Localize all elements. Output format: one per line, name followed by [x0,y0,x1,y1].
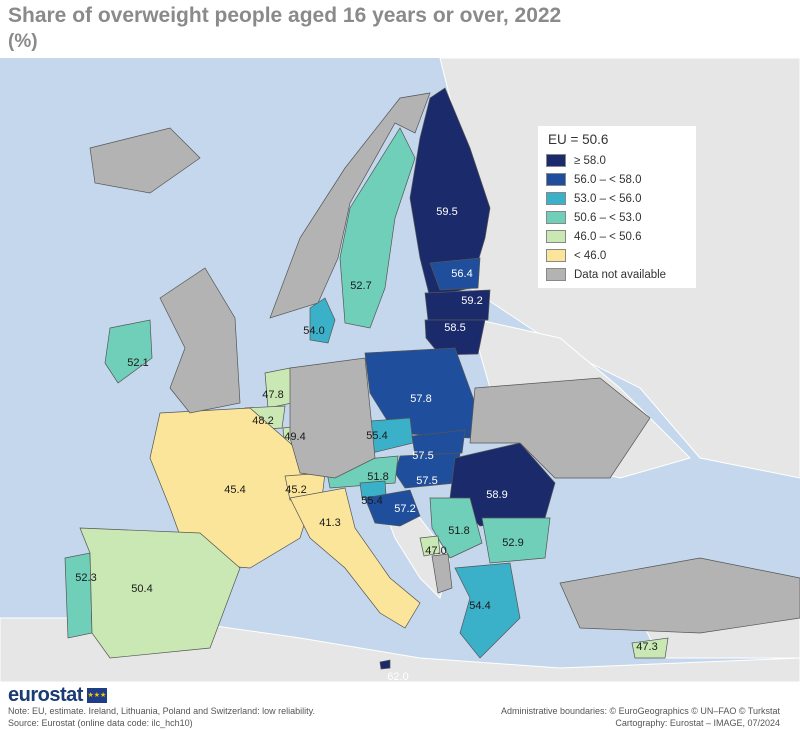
country-poland[interactable] [364,347,476,439]
value-label-luxembourg: 49.4 [284,431,306,443]
legend-swatch [546,249,566,262]
country-malta[interactable] [379,659,391,670]
legend-label: 53.0 – < 56.0 [574,192,642,205]
legend-swatch [546,230,566,243]
country-layer [64,87,800,670]
country-netherlands[interactable] [264,367,293,409]
value-label-greece: 54.4 [469,600,491,612]
country-ireland[interactable] [104,319,153,384]
legend-label: 46.0 – < 50.6 [574,230,642,243]
country-spain[interactable] [79,527,241,659]
legend-label: 56.0 – < 58.0 [574,173,642,186]
value-label-denmark: 54.0 [303,325,325,337]
legend-swatch [546,154,566,167]
country-sweden[interactable] [339,127,416,329]
country-italy[interactable] [289,487,421,629]
footer-note: Note: EU, estimate. Ireland, Lithuania, … [8,706,315,716]
eu-flag-icon: ★★★ [86,688,107,703]
legend-row: < 46.0 [546,246,688,265]
value-label-spain: 50.4 [131,583,153,595]
value-label-hungary: 57.5 [416,475,438,487]
value-label-croatia: 57.2 [394,503,416,515]
country-norway[interactable] [269,92,431,319]
legend-label: 50.6 – < 53.0 [574,211,642,224]
value-label-finland: 59.5 [436,206,458,218]
country-cyprus[interactable] [631,637,669,659]
country-serbia[interactable] [429,497,483,559]
country-greece[interactable] [454,562,521,659]
legend-swatch [546,173,566,186]
value-label-estonia: 56.4 [451,268,473,280]
value-label-switzerland: 45.2 [285,484,307,496]
legend-row: Data not available [546,265,688,284]
country-lithuania[interactable] [424,319,486,356]
country-germany[interactable] [289,357,376,479]
eurostat-logo: eurostat ★★★ [8,684,107,707]
map-subtitle: (%) [8,31,38,52]
country-estonia[interactable] [429,257,481,291]
value-label-italy: 41.3 [319,517,341,529]
country-croatia[interactable] [364,489,421,527]
value-label-netherlands: 47.8 [262,389,284,401]
value-label-ireland: 52.1 [127,357,149,369]
value-label-lithuania: 58.5 [444,322,466,334]
value-label-malta: 62.0 [387,671,409,682]
legend-label: < 46.0 [574,249,607,262]
footer-admin-boundaries: Administrative boundaries: © EuroGeograp… [500,706,780,716]
value-label-france: 45.4 [224,484,246,496]
legend-swatch [546,192,566,205]
country-turkey[interactable] [559,557,800,634]
legend-row: 56.0 – < 58.0 [546,170,688,189]
legend-row: 46.0 – < 50.6 [546,227,688,246]
country-slovakia[interactable] [411,429,466,456]
country-montenegro[interactable] [419,535,441,557]
value-label-serbia: 51.8 [448,525,470,537]
country-ukraine[interactable] [469,377,651,479]
country-portugal[interactable] [64,552,93,639]
country-bulgaria[interactable] [481,517,551,564]
value-label-slovakia: 57.5 [412,450,434,462]
value-label-portugal: 52.3 [75,572,97,584]
legend-row: ≥ 58.0 [546,151,688,170]
value-label-latvia: 59.2 [461,295,483,307]
value-label-poland: 57.8 [410,393,432,405]
value-label-austria: 51.8 [367,471,389,483]
map-legend: EU = 50.6 ≥ 58.0 56.0 – < 58.0 53.0 – < 56… [538,126,696,288]
footer-source: Source: Eurostat (online data code: ilc_… [8,718,193,728]
value-label-sweden: 52.7 [350,280,372,292]
legend-row: 53.0 – < 56.0 [546,189,688,208]
value-label-montenegro: 47.0 [425,545,447,557]
legend-label: ≥ 58.0 [574,154,606,167]
country-denmark[interactable] [309,297,336,344]
country-albania[interactable] [431,553,453,594]
map-title: Share of overweight people aged 16 years… [8,4,562,27]
country-france[interactable] [149,407,321,569]
value-label-cyprus: 47.3 [636,641,658,653]
country-latvia[interactable] [424,289,491,321]
country-united-kingdom[interactable] [159,267,241,414]
logo-text: eurostat [8,684,83,706]
legend-swatch [546,211,566,224]
legend-row: 50.6 – < 53.0 [546,208,688,227]
footer-cartography: Cartography: Eurostat – IMAGE, 07/2024 [615,718,780,728]
value-label-belgium: 48.2 [252,415,274,427]
footer: eurostat ★★★ Note: EU, estimate. Ireland… [0,682,800,731]
legend-eu-average: EU = 50.6 [548,132,609,147]
country-iceland[interactable] [89,127,201,194]
legend-swatch [546,268,566,281]
value-label-slovenia: 55.4 [361,495,383,507]
legend-label: Data not available [574,268,667,281]
value-label-romania: 58.9 [486,489,508,501]
value-label-czechia: 55.4 [366,430,388,442]
value-label-bulgaria: 52.9 [502,537,524,549]
